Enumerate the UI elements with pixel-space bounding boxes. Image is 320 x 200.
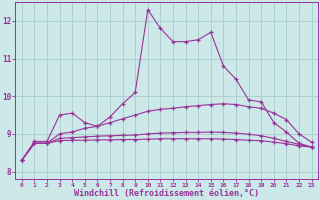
X-axis label: Windchill (Refroidissement éolien,°C): Windchill (Refroidissement éolien,°C) bbox=[74, 189, 259, 198]
